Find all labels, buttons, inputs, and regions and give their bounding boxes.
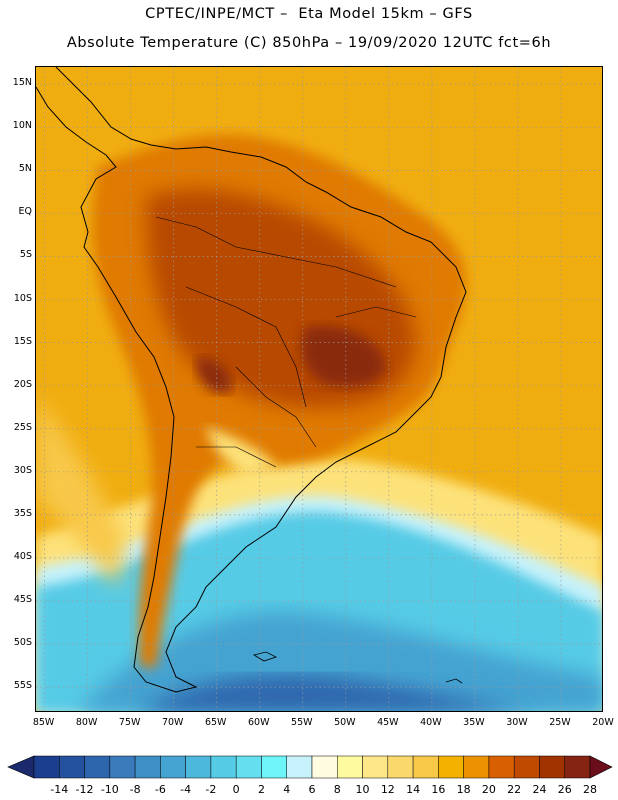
colorbar-swatch	[33, 755, 60, 779]
colorbar-swatch	[564, 755, 591, 779]
lat-label: 15S	[13, 335, 32, 347]
lat-label: 50S	[13, 637, 32, 649]
colorbar-tick-label: 18	[456, 783, 471, 796]
lon-label: 25W	[549, 717, 571, 728]
colorbar-tick-label: -12	[75, 783, 94, 796]
map-canvas	[36, 67, 602, 711]
lon-label: 40W	[420, 717, 442, 728]
colorbar-tick-label: 12	[380, 783, 395, 796]
colorbar-swatch	[488, 755, 515, 779]
colorbar-swatch	[513, 755, 540, 779]
lon-label: 50W	[334, 717, 356, 728]
colorbar-swatch	[539, 755, 565, 779]
field-west-ocean-cool	[36, 397, 126, 587]
lon-label: 85W	[32, 717, 55, 728]
colorbar-tick-label: 20	[481, 783, 496, 796]
lon-label: 35W	[463, 717, 485, 728]
lat-label: 15N	[12, 77, 32, 89]
colorbar-tick-label: 6	[308, 783, 316, 796]
temperature-map	[35, 66, 603, 712]
colorbar-swatch	[109, 755, 136, 779]
lat-label: 40S	[13, 550, 32, 562]
colorbar-tick-label: -14	[50, 783, 69, 796]
colorbar-swatch	[438, 755, 464, 779]
colorbar-swatch	[463, 755, 490, 779]
colorbar-tick-label: 24	[532, 783, 547, 796]
lat-label: 5S	[19, 249, 32, 261]
lat-label: 30S	[13, 464, 32, 476]
field-continent-hottest	[301, 326, 386, 387]
south-georgia	[445, 678, 463, 684]
lon-label: 75W	[118, 717, 141, 728]
colorbar-tick-label: 16	[431, 783, 446, 796]
colorbar	[7, 755, 613, 779]
lon-label: 55W	[291, 717, 313, 728]
field-chaco-hot	[196, 357, 232, 394]
lat-label: 10S	[13, 292, 32, 304]
colorbar-swatch	[337, 755, 363, 779]
colorbar-swatch	[134, 755, 161, 779]
colorbar-tick-label: 22	[507, 783, 522, 796]
colorbar-tick-label: 0	[232, 783, 240, 796]
lon-label: 80W	[75, 717, 98, 728]
lat-label: 25S	[13, 421, 32, 433]
lon-label: 65W	[204, 717, 227, 728]
colorbar-tick-label: -2	[205, 783, 217, 796]
lat-label: 20S	[13, 378, 32, 390]
colorbar-swatch	[235, 755, 262, 779]
map-subtitle: Absolute Temperature (C) 850hPa – 19/09/…	[66, 35, 552, 51]
colorbar-tick-label: -10	[100, 783, 119, 796]
country-borders	[155, 216, 417, 468]
colorbar-swatch	[210, 755, 237, 779]
colorbar-swatch	[387, 755, 414, 779]
colorbar-tick-label: 14	[406, 783, 421, 796]
lon-label: 60W	[248, 717, 270, 728]
colorbar-low-arrow	[7, 755, 35, 779]
colorbar-tick-label: 2	[257, 783, 265, 796]
lat-label: 10N	[12, 120, 32, 132]
colorbar-tick-label: 28	[583, 783, 597, 796]
lat-label: 35S	[13, 507, 32, 519]
colorbar-tick-label: -6	[154, 783, 166, 796]
lon-label: 70W	[161, 717, 184, 728]
colorbar-tick-label: -4	[180, 783, 192, 796]
map-title: CPTEC/INPE/MCT – Eta Model 15km – GFS	[145, 6, 473, 22]
field-pampas-cool	[206, 427, 276, 477]
colorbar-swatch	[311, 755, 338, 779]
colorbar-tick-label: 26	[557, 783, 572, 796]
colorbar-swatch	[160, 755, 186, 779]
lat-label: 45S	[13, 594, 32, 606]
colorbar-tick-label: 4	[283, 783, 291, 796]
lat-label: EQ	[18, 206, 32, 218]
lon-label: 20W	[592, 717, 614, 728]
lat-label: 5N	[18, 163, 32, 175]
lat-label: 55S	[13, 680, 32, 692]
lon-label: 30W	[506, 717, 528, 728]
colorbar-swatch	[84, 755, 111, 779]
colorbar-swatch	[412, 755, 439, 779]
field-deep-blue-band	[139, 675, 524, 711]
lon-label: 45W	[377, 717, 399, 728]
colorbar-swatch	[261, 755, 287, 779]
colorbar-tick-label: 8	[333, 783, 341, 796]
colorbar-tick-label: 10	[355, 783, 370, 796]
colorbar-swatch	[286, 755, 313, 779]
colorbar-swatch	[185, 755, 212, 779]
colorbar-swatch	[362, 755, 389, 779]
lat-lon-grid	[36, 67, 602, 711]
colorbar-swatch	[59, 755, 85, 779]
falkland-islands	[252, 651, 278, 662]
coastline	[36, 67, 467, 693]
colorbar-high-arrow	[589, 755, 613, 779]
colorbar-tick-label: -8	[129, 783, 141, 796]
